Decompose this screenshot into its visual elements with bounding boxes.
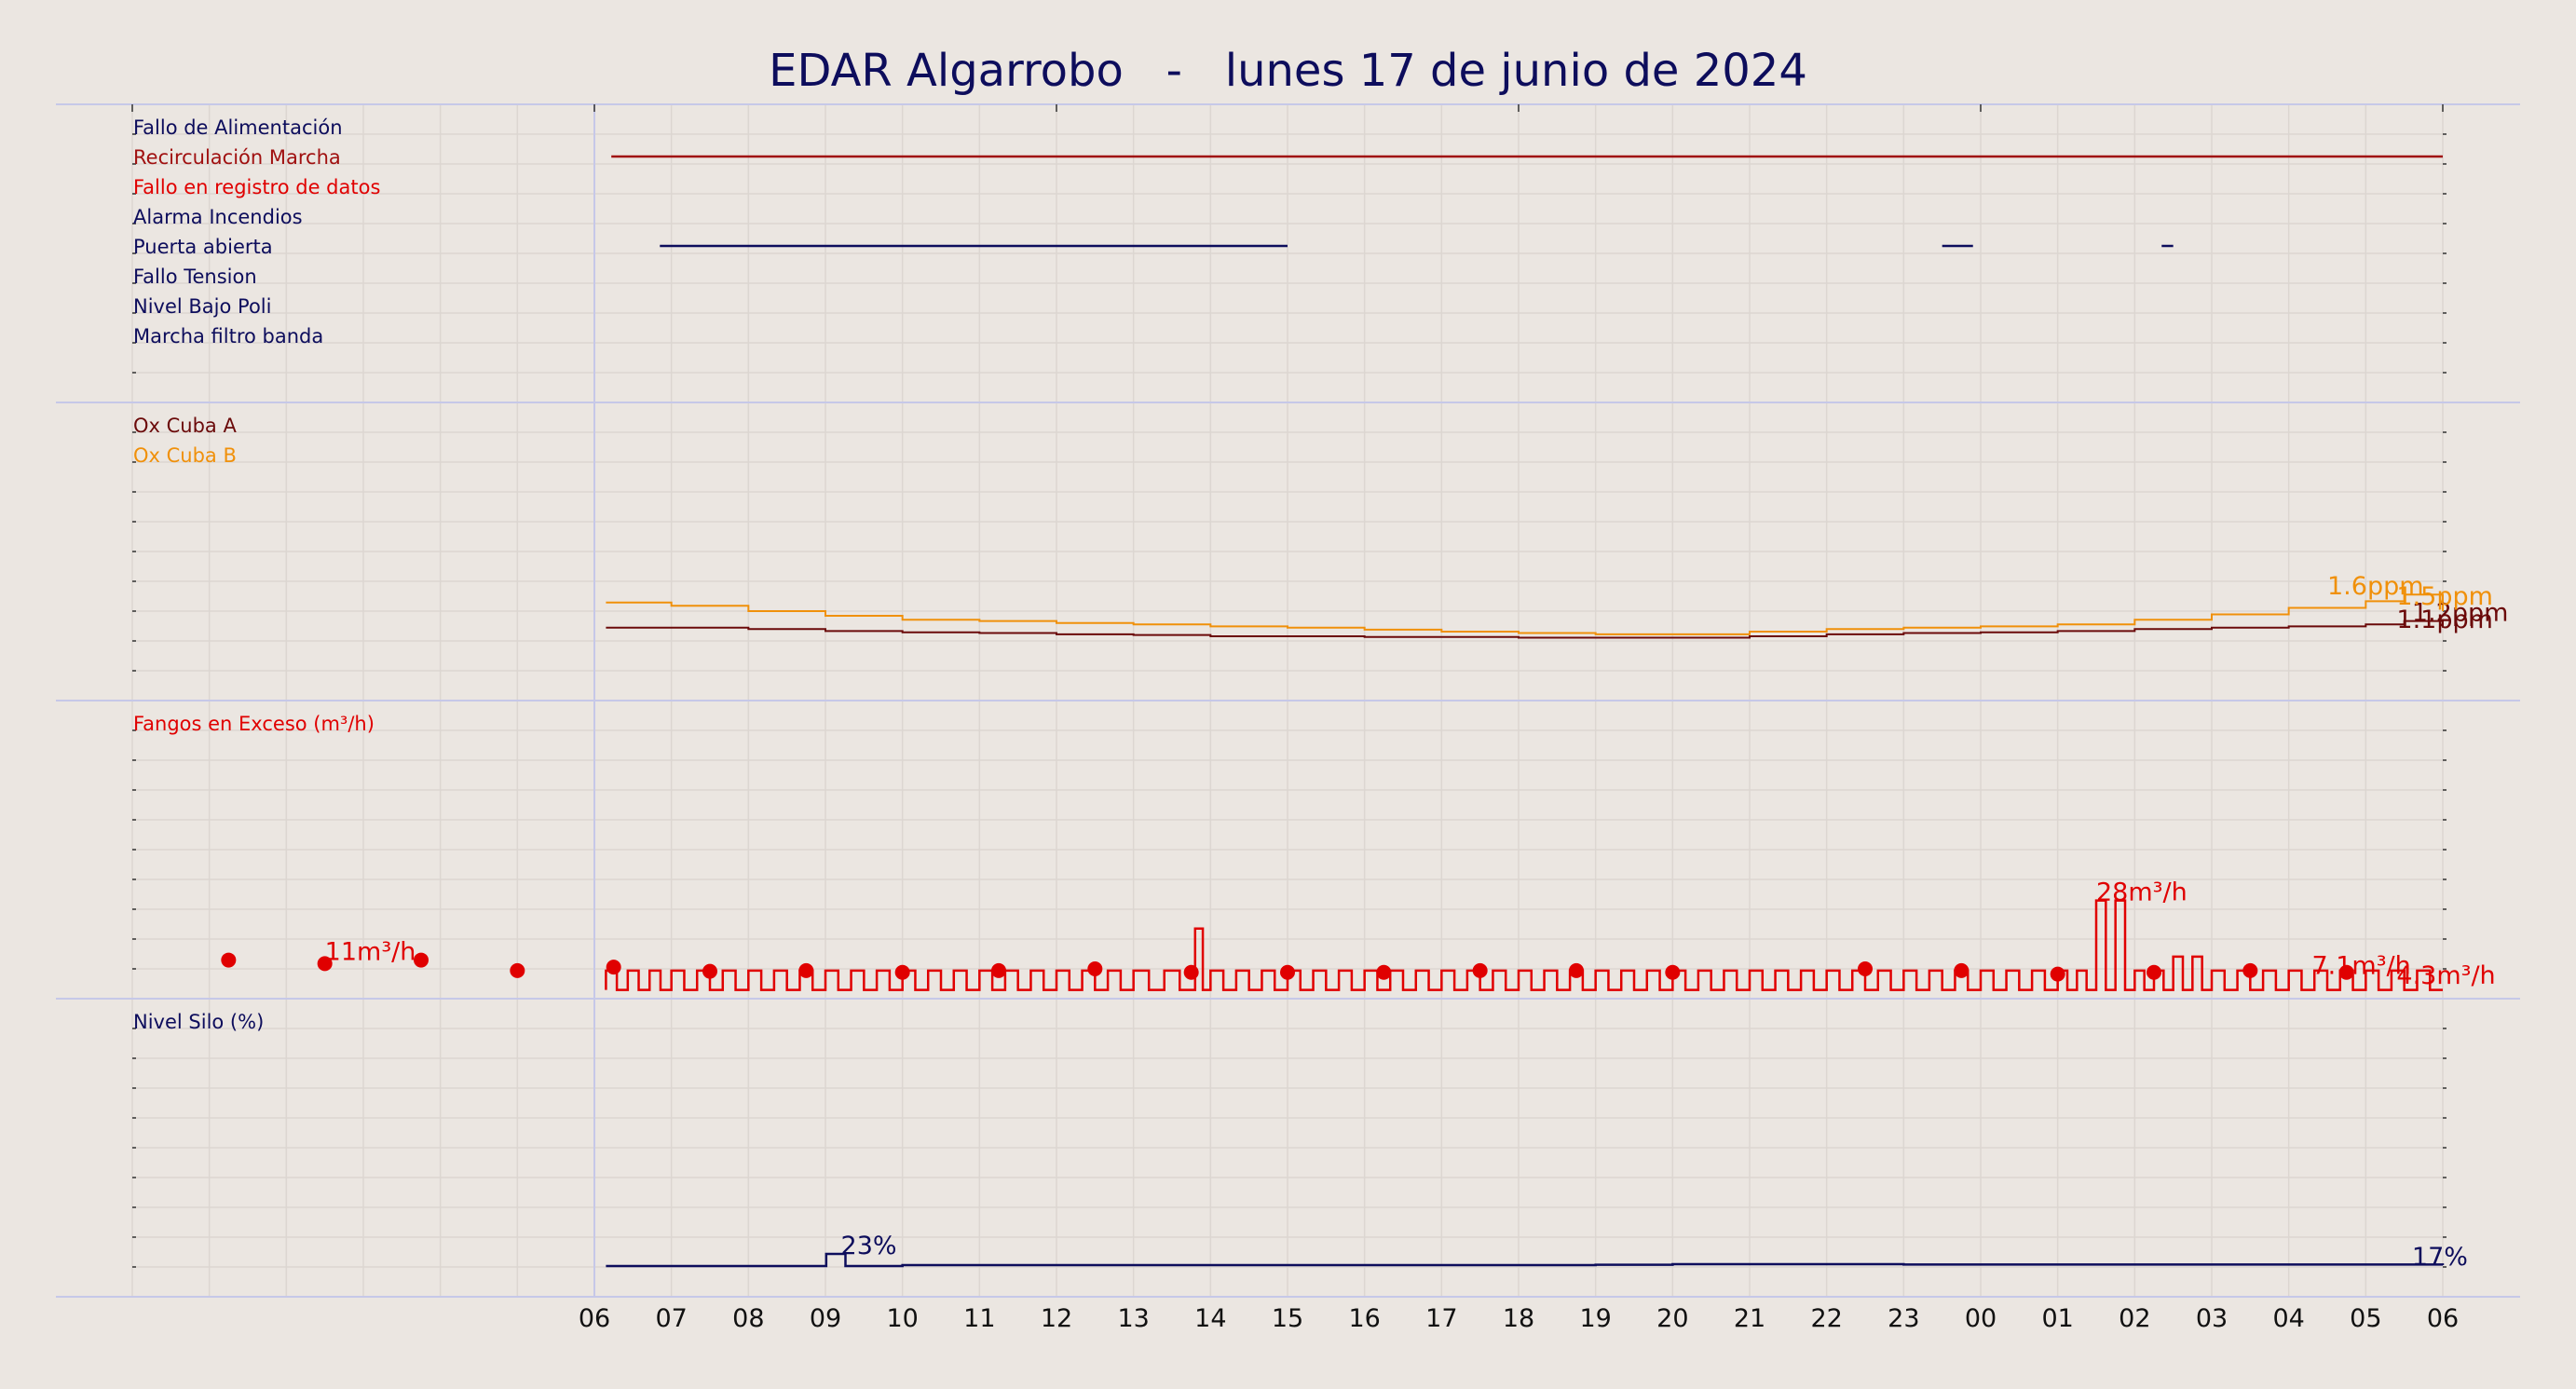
x-tick-label: 14 xyxy=(1194,1304,1226,1333)
x-tick-label: 19 xyxy=(1579,1304,1611,1333)
data-label: 17% xyxy=(2412,1243,2468,1272)
x-tick-label: 20 xyxy=(1656,1304,1688,1333)
x-tick-label: 04 xyxy=(2272,1304,2304,1333)
x-tick-label: 10 xyxy=(886,1304,918,1333)
x-tick-label: 17 xyxy=(1425,1304,1457,1333)
fangos-dot xyxy=(1954,962,1969,978)
fangos-dot xyxy=(2242,962,2258,978)
x-tick-label: 01 xyxy=(2041,1304,2073,1333)
state-label: Marcha filtro banda xyxy=(133,325,323,347)
data-label: 1.1ppm xyxy=(2396,606,2493,634)
state-label: Fallo Tension xyxy=(133,266,257,288)
fangos-dot xyxy=(2338,964,2354,980)
fangos-dot xyxy=(510,962,525,978)
state-label: Nivel Bajo Poli xyxy=(133,295,271,318)
data-label: 28m³/h xyxy=(2096,878,2188,907)
chart-title: EDAR Algarrobo - lunes 17 de junio de 20… xyxy=(769,45,1807,97)
x-tick-label: 18 xyxy=(1503,1304,1534,1333)
series-label: Ox Cuba B xyxy=(133,444,237,467)
data-label: 23% xyxy=(841,1232,897,1260)
x-tick-label: 09 xyxy=(810,1304,841,1333)
fangos-dot xyxy=(1376,964,1392,980)
fangos-dot xyxy=(798,962,814,978)
x-tick-label: 00 xyxy=(1965,1304,1997,1333)
data-label: 4.3m³/h xyxy=(2396,961,2495,990)
fangos-dot xyxy=(606,960,621,975)
state-label: Recirculación Marcha xyxy=(133,146,341,169)
x-tick-label: 06 xyxy=(2427,1304,2459,1333)
x-tick-label: 13 xyxy=(1117,1304,1149,1333)
series-label: Fangos en Exceso (m³/h) xyxy=(133,713,375,735)
data-label: 11m³/h xyxy=(325,938,416,967)
state-label: Fallo de Alimentación xyxy=(133,116,343,139)
fangos-dot xyxy=(1280,964,1295,980)
fangos-dot xyxy=(414,952,429,968)
x-tick-label: 12 xyxy=(1041,1304,1072,1333)
x-tick-label: 07 xyxy=(655,1304,687,1333)
x-tick-label: 21 xyxy=(1734,1304,1765,1333)
fangos-dot xyxy=(1858,961,1873,976)
series-label: Ox Cuba A xyxy=(133,415,237,437)
fangos-dot xyxy=(2147,964,2161,980)
fangos-dot xyxy=(991,962,1006,978)
fangos-dot xyxy=(221,952,237,968)
oxygen-line xyxy=(606,593,2444,635)
x-tick-label: 22 xyxy=(1810,1304,1842,1333)
x-tick-label: 08 xyxy=(732,1304,764,1333)
fangos-dot xyxy=(1472,962,1488,978)
x-tick-label: 05 xyxy=(2350,1304,2381,1333)
x-tick-label: 16 xyxy=(1348,1304,1380,1333)
fangos-dot xyxy=(894,964,910,980)
state-label: Fallo en registro de datos xyxy=(133,176,380,198)
data-label: 1.2ppm xyxy=(2412,599,2509,628)
x-tick-label: 02 xyxy=(2119,1304,2150,1333)
fangos-dot xyxy=(2050,966,2065,982)
fangos-dot xyxy=(702,963,717,979)
fangos-line xyxy=(605,899,2443,991)
data-label: 1.6ppm xyxy=(2327,572,2424,601)
fangos-dot xyxy=(1569,962,1584,978)
fangos-dot xyxy=(1087,961,1103,976)
x-tick-label: 03 xyxy=(2196,1304,2228,1333)
state-label: Alarma Incendios xyxy=(133,206,303,228)
fangos-dot xyxy=(317,956,333,972)
oxygen-line xyxy=(606,620,2444,639)
x-tick-label: 15 xyxy=(1272,1304,1303,1333)
x-tick-label: 06 xyxy=(579,1304,610,1333)
x-tick-label: 23 xyxy=(1888,1304,1919,1333)
silo-line xyxy=(606,1252,2445,1268)
state-label: Puerta abierta xyxy=(133,236,273,258)
fangos-dot xyxy=(1183,964,1199,980)
data-label: 1.5ppm xyxy=(2396,582,2493,611)
x-tick-label: 11 xyxy=(963,1304,995,1333)
data-label: 7.1m³/h xyxy=(2311,951,2410,980)
series-label: Nivel Silo (%) xyxy=(133,1011,264,1033)
fangos-dot xyxy=(1665,964,1681,980)
